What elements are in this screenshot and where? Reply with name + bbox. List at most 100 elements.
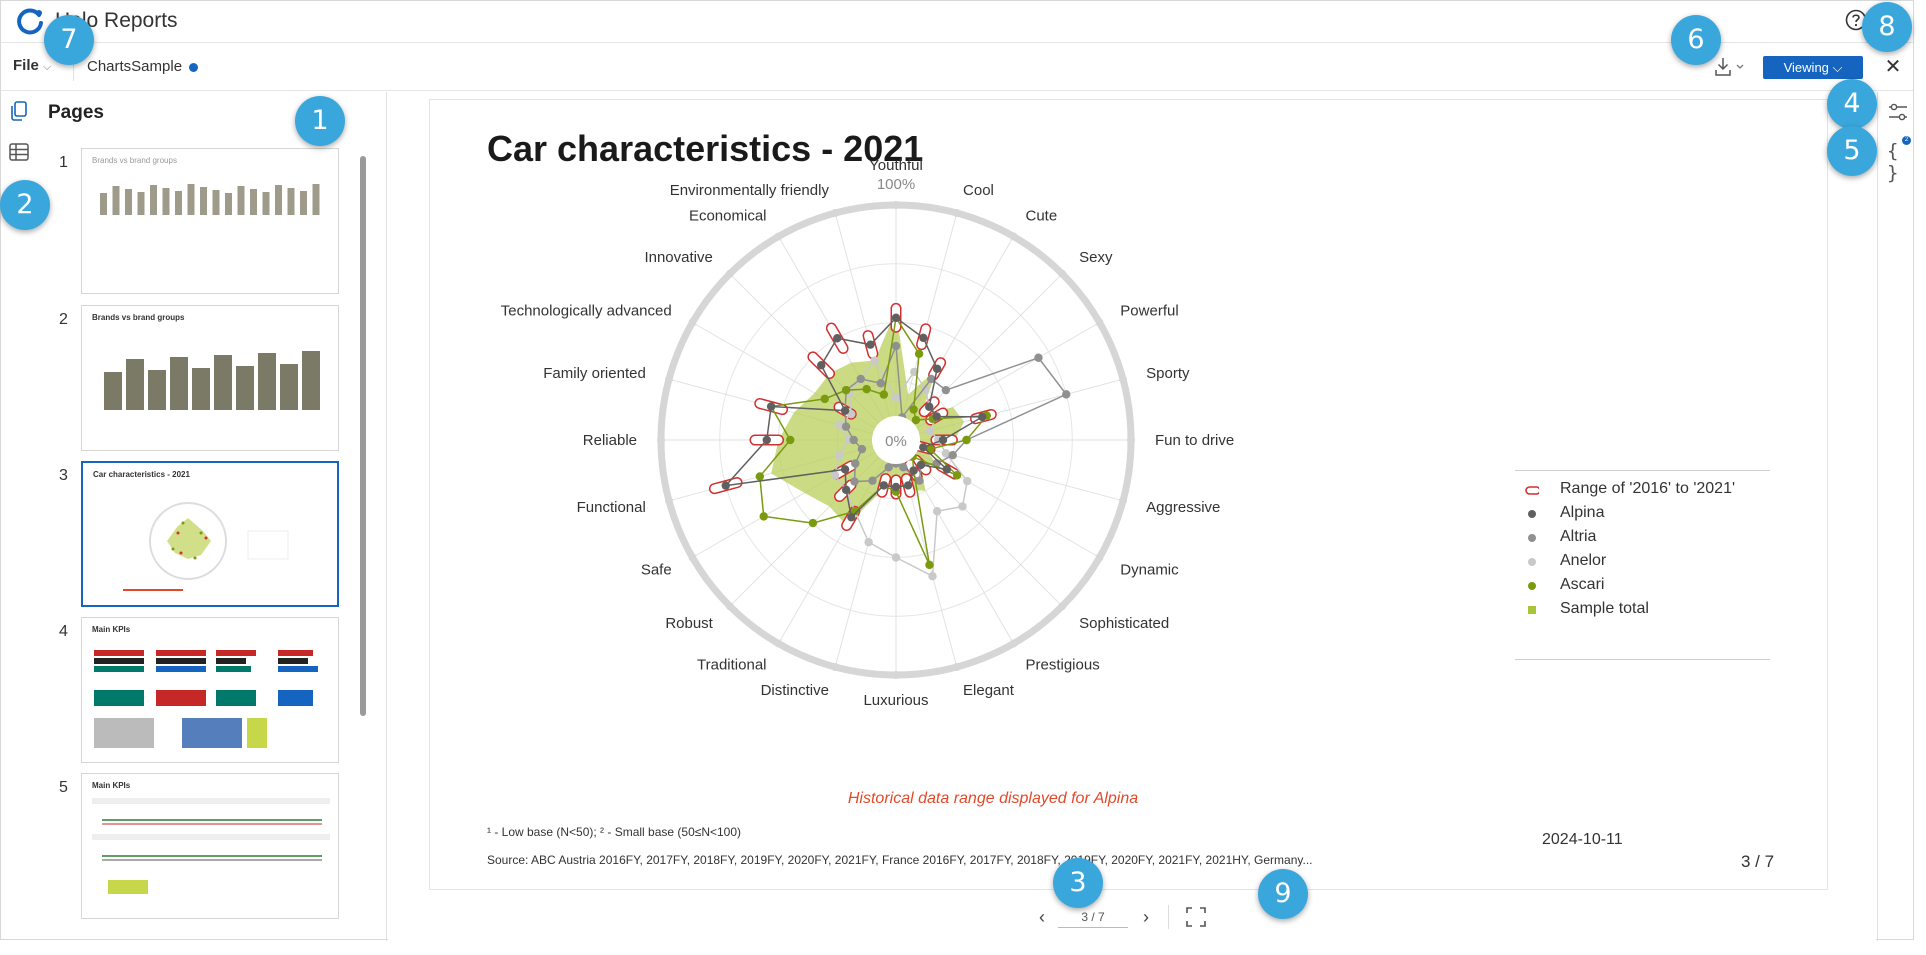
page-thumbnail[interactable]: 5 Main KPIs [37, 773, 367, 921]
series-point-alpina [840, 406, 850, 415]
page-thumbnail[interactable]: 1 Brands vs brand groups [37, 148, 367, 296]
callout-badge: 4 [1827, 79, 1877, 129]
series-point-ascari [755, 472, 765, 481]
series-point-altria [841, 422, 851, 431]
series-point-altria [899, 463, 908, 472]
radar-axis-endpoint [1058, 602, 1067, 611]
viewing-mode-label: Viewing [1783, 60, 1829, 75]
radar-category-label: Sexy [1079, 249, 1113, 266]
series-point-ascari [925, 560, 934, 570]
dot-marker-icon [1528, 534, 1536, 542]
series-point-altria [868, 476, 877, 485]
radar-category-label: Reliable [583, 432, 637, 449]
series-point-ascari [952, 471, 962, 480]
page-thumbnail-image[interactable]: Brands vs brand groups [81, 305, 339, 451]
radar-axis-endpoint [1009, 232, 1018, 241]
legend-label: Sample total [1560, 600, 1649, 617]
radar-axis-endpoint [774, 639, 783, 648]
viewing-mode-dropdown[interactable]: Viewing ⌵ [1763, 56, 1863, 79]
series-point-ascari [841, 385, 851, 395]
legend-label: Range of '2016' to '2021' [1560, 480, 1736, 497]
radar-category-label: Economical [689, 208, 767, 225]
radar-category-label: Youthful [869, 157, 923, 174]
page-thumbnail[interactable]: 2 Brands vs brand groups [37, 305, 367, 453]
radar-category-label: Environmentally friendly [670, 182, 830, 199]
series-point-ascari [962, 435, 971, 445]
radar-axis-endpoint [665, 496, 674, 505]
series-point-anelor [835, 451, 844, 460]
thumbnail-lines [92, 798, 330, 894]
page-thumbnail[interactable]: 4 Main KPIs [37, 617, 367, 765]
pages-panel-title: Pages [48, 102, 104, 123]
radar-category-label: Prestigious [1026, 656, 1100, 673]
previous-page-button[interactable]: ‹ [1039, 907, 1045, 927]
page-thumbnail-title: Main KPIs [92, 625, 131, 634]
series-point-altria [1034, 353, 1043, 362]
dot-marker-icon [1528, 510, 1536, 518]
page-thumbnail-image[interactable]: Main KPIs [81, 617, 339, 763]
pages-panel: Pages 1 Brands vs brand groups 2 Brands … [37, 92, 387, 941]
series-point-altria [884, 463, 893, 472]
series-point-alpina [866, 340, 875, 349]
page-number: 2 [59, 311, 68, 328]
fullscreen-icon[interactable] [1184, 905, 1208, 929]
series-point-anelor [891, 393, 901, 402]
page-thumbnail-list: 1 Brands vs brand groups 2 Brands vs bra… [37, 148, 367, 928]
page-thumbnail-image[interactable]: Brands vs brand groups [81, 148, 339, 294]
radar-axis-endpoint [892, 201, 900, 209]
radar-axis-endpoint [1118, 375, 1127, 384]
thumbnail-kpis [94, 650, 318, 748]
thumbnail-bars-2 [104, 351, 320, 410]
radar-axis-endpoint [657, 436, 665, 444]
pages-icon[interactable] [7, 99, 31, 123]
page-number-input[interactable]: 3 / 7 [1058, 906, 1128, 928]
series-point-anelor [891, 553, 901, 562]
callout-badge: 3 [1053, 858, 1103, 908]
document-name: ChartsSample [87, 58, 183, 75]
close-icon[interactable]: ✕ [1884, 56, 1902, 78]
series-point-ascari [786, 435, 795, 445]
page-thumbnail-image[interactable]: Main KPIs [81, 773, 339, 919]
legend-label: Anelor [1560, 552, 1607, 569]
series-point-altria [915, 476, 924, 485]
pages-scrollbar[interactable] [359, 148, 367, 928]
code-braces-icon[interactable]: { } [1887, 140, 1899, 184]
series-point-alpina [903, 481, 913, 490]
report-canvas: Car characteristics - 2021 0% 100% Youthfu… [388, 92, 1876, 941]
page-thumbnail-image-selected[interactable]: Car characteristics - 2021 [81, 461, 339, 607]
right-rail: { } 2 [1877, 92, 1915, 941]
file-menu[interactable]: File ⌵ [13, 57, 51, 74]
table-icon[interactable] [7, 140, 31, 164]
radar-category-label: Luxurious [863, 692, 928, 709]
series-point-alpina [847, 513, 856, 522]
series-point-ascari [808, 518, 818, 528]
legend-label: Ascari [1560, 576, 1605, 593]
series-point-alpina [938, 435, 948, 445]
series-point-anelor [928, 571, 937, 581]
series-point-alpina [879, 481, 889, 490]
download-icon[interactable] [1713, 55, 1751, 79]
radar-axis-endpoint [1095, 553, 1104, 562]
series-point-altria [891, 341, 901, 351]
page-thumbnail-title: Brands vs brand groups [92, 156, 177, 165]
radar-category-label: Family oriented [543, 365, 646, 382]
pages-scrollbar-thumb[interactable] [360, 156, 366, 716]
app-window: Halo Reports File ⌵ ChartsSample Viewing … [0, 0, 1915, 941]
page-navigation: ‹ 3 / 7 › [1028, 897, 1228, 937]
series-alpina [721, 313, 987, 522]
page-thumbnail-title: Car characteristics - 2021 [93, 470, 190, 479]
callout-badge: 8 [1862, 2, 1912, 52]
historical-range-note: Historical data range displayed for Alpi… [847, 790, 1139, 807]
series-point-alpina [919, 443, 928, 452]
series-point-ascari [914, 349, 924, 358]
series-point-alpina [919, 333, 928, 343]
series-point-altria [927, 374, 936, 384]
page-thumbnail[interactable]: 3 Car characteristics - 2021 [37, 461, 367, 609]
radar-center [872, 416, 920, 464]
settings-sliders-icon[interactable] [1886, 100, 1910, 124]
series-point-anelor [941, 449, 951, 458]
legend-label: Alpina [1560, 504, 1605, 521]
series-point-altria [849, 435, 858, 445]
radar-axis-endpoint [831, 209, 840, 218]
next-page-button[interactable]: › [1143, 907, 1149, 927]
